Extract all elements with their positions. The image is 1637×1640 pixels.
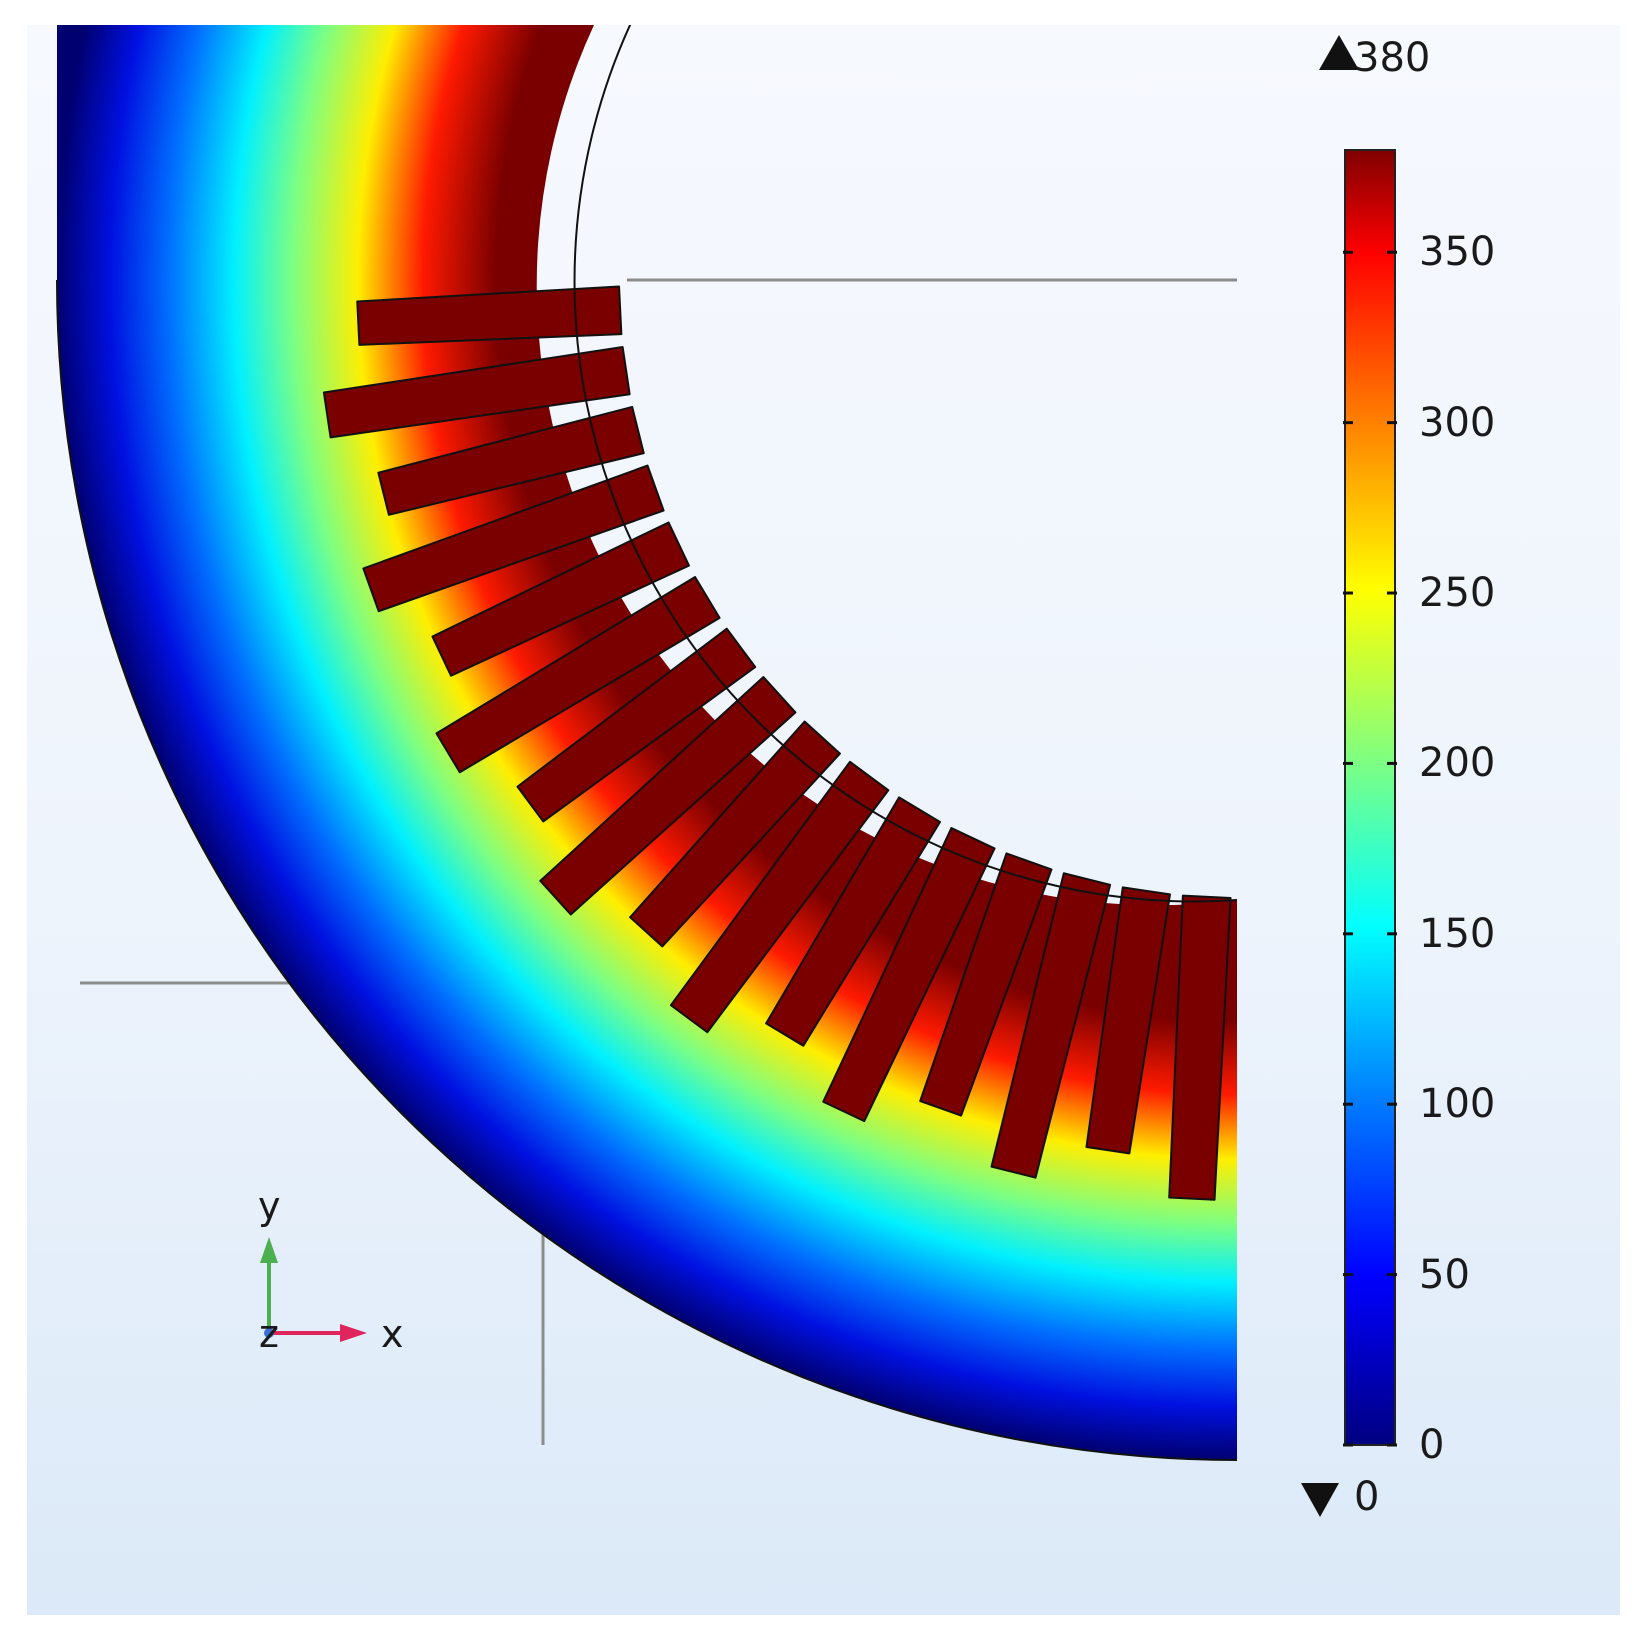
z-axis-dot <box>264 1328 274 1338</box>
colorbar-min-label: 0 <box>1354 1474 1380 1520</box>
colorbar-tick-label: 200 <box>1419 740 1496 787</box>
x-axis-label: x <box>381 1312 404 1356</box>
y-axis-label: y <box>258 1184 281 1228</box>
axes-triad <box>260 1237 367 1342</box>
colorbar-tick-label: 300 <box>1419 399 1496 446</box>
slot-coil <box>516 627 757 823</box>
z-axis-label: z <box>259 1312 279 1356</box>
slot-coil <box>669 760 890 1034</box>
colorbar-tick-label: 100 <box>1419 1081 1496 1128</box>
slot-coil <box>1085 886 1171 1155</box>
slot-coil <box>990 872 1112 1179</box>
stator-slots <box>322 285 1232 1201</box>
plot-viewport[interactable]: 380 0 350 300 250 200 150 100 50 0 y x z <box>27 25 1620 1615</box>
slot-coil <box>765 796 941 1047</box>
slot-coil <box>356 285 623 346</box>
colorbar-tick-label: 150 <box>1419 910 1496 957</box>
max-marker-triangle-icon <box>1319 35 1359 70</box>
slot-coil <box>539 676 797 916</box>
colorbar-tick-label: 50 <box>1419 1251 1470 1298</box>
inner-boundary <box>573 25 1238 903</box>
slot-coil <box>435 576 721 774</box>
slot-coil <box>822 827 996 1123</box>
slot-coil <box>1168 894 1232 1201</box>
colorbar-tick-label: 0 <box>1419 1422 1445 1468</box>
slot-coil <box>377 405 645 516</box>
slot-coil <box>919 852 1053 1117</box>
slot-coil <box>362 464 665 613</box>
outer-boundary <box>56 279 1238 1461</box>
x-arrow-head-icon <box>340 1324 367 1342</box>
slot-coil <box>629 720 841 948</box>
colorbar-max-label: 380 <box>1354 35 1431 81</box>
colorbar-ticks <box>1343 250 1397 1447</box>
colorbar-tick-label: 250 <box>1419 570 1496 617</box>
temperature-field-plot <box>56 25 1397 1517</box>
colorbar-tick-label: 350 <box>1419 229 1496 276</box>
y-arrow-head-icon <box>260 1237 278 1263</box>
slot-coil <box>322 346 631 439</box>
colorbar-gradient <box>1344 149 1396 1446</box>
min-marker-triangle-icon <box>1301 1483 1339 1517</box>
slot-coil <box>431 521 690 677</box>
